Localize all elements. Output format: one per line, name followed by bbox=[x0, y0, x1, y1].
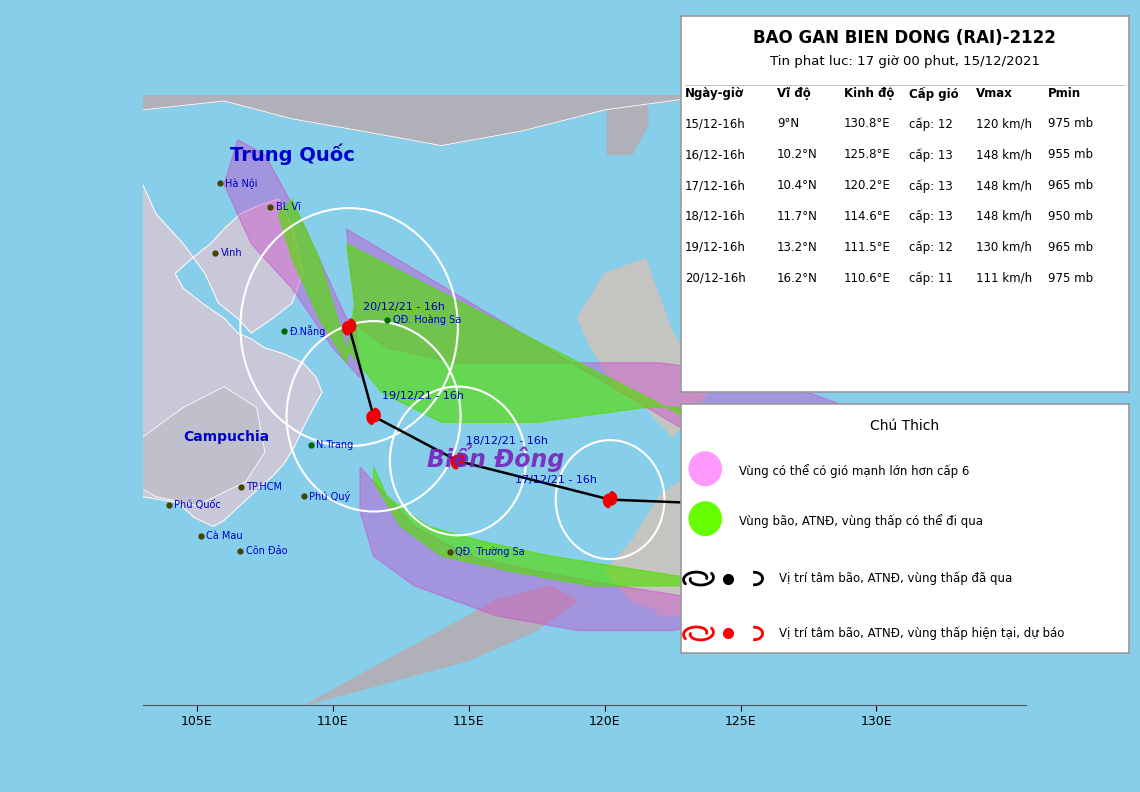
Ellipse shape bbox=[689, 451, 722, 486]
Text: 111.5°E: 111.5°E bbox=[844, 241, 891, 253]
Polygon shape bbox=[604, 467, 781, 615]
Text: 20/12-16h: 20/12-16h bbox=[685, 272, 746, 284]
Text: Cấp gió: Cấp gió bbox=[909, 87, 959, 101]
Text: 16.2°N: 16.2°N bbox=[776, 272, 817, 284]
Text: Vùng bão, ATNĐ, vùng thấp có thể đi qua: Vùng bão, ATNĐ, vùng thấp có thể đi qua bbox=[739, 514, 983, 528]
Text: Chú Thich: Chú Thich bbox=[870, 419, 939, 433]
Text: Vĩ độ: Vĩ độ bbox=[776, 87, 811, 101]
Polygon shape bbox=[60, 630, 164, 779]
Text: Vùng có thể có gió mạnh lớn hơn cấp 6: Vùng có thể có gió mạnh lớn hơn cấp 6 bbox=[739, 464, 969, 478]
Text: Hà Nội: Hà Nội bbox=[226, 178, 258, 188]
Text: 16/12-16h: 16/12-16h bbox=[685, 148, 746, 162]
Text: 18/12/21 - 16h: 18/12/21 - 16h bbox=[466, 436, 548, 446]
Text: 148 km/h: 148 km/h bbox=[976, 179, 1033, 192]
Text: 965 mb: 965 mb bbox=[1048, 241, 1093, 253]
Text: Pmin: Pmin bbox=[1048, 87, 1081, 101]
Polygon shape bbox=[578, 259, 708, 437]
Text: 950 mb: 950 mb bbox=[1048, 210, 1093, 223]
Polygon shape bbox=[121, 125, 321, 527]
Text: 10.2°N: 10.2°N bbox=[776, 148, 817, 162]
Text: 148 km/h: 148 km/h bbox=[976, 148, 1033, 162]
Text: cấp: 13: cấp: 13 bbox=[909, 210, 953, 223]
Text: 114.6°E: 114.6°E bbox=[844, 210, 891, 223]
Text: 975 mb: 975 mb bbox=[1048, 272, 1093, 284]
Text: cấp: 12: cấp: 12 bbox=[909, 241, 953, 254]
Text: 110.6°E: 110.6°E bbox=[844, 272, 891, 284]
Text: Cà Mau: Cà Mau bbox=[206, 531, 243, 541]
Text: Campuchia: Campuchia bbox=[184, 430, 269, 444]
Text: Ngày-giờ: Ngày-giờ bbox=[685, 87, 744, 101]
Polygon shape bbox=[608, 56, 649, 154]
Text: BL Vĩ: BL Vĩ bbox=[276, 202, 300, 211]
Text: 20/12/21 - 16h: 20/12/21 - 16h bbox=[363, 303, 445, 312]
Polygon shape bbox=[645, 527, 767, 630]
Text: 17/12-16h: 17/12-16h bbox=[685, 179, 746, 192]
Text: 11.7°N: 11.7°N bbox=[776, 210, 817, 223]
Polygon shape bbox=[129, 386, 264, 505]
Text: Vinh: Vinh bbox=[221, 249, 243, 258]
Polygon shape bbox=[142, 0, 1026, 146]
Polygon shape bbox=[306, 586, 578, 705]
Text: Đ.Nẵng: Đ.Nẵng bbox=[290, 325, 326, 337]
Text: Biển Đông: Biển Đông bbox=[428, 444, 564, 472]
Text: Vị trí tâm bão, ATNĐ, vùng thấp đã qua: Vị trí tâm bão, ATNĐ, vùng thấp đã qua bbox=[779, 572, 1012, 585]
Polygon shape bbox=[278, 199, 958, 586]
Text: 15/12/21 - 16h: 15/12/21 - 16h bbox=[906, 555, 988, 565]
Polygon shape bbox=[34, 185, 184, 422]
Text: 120 km/h: 120 km/h bbox=[976, 117, 1033, 131]
Text: N.Trang: N.Trang bbox=[316, 440, 353, 450]
Text: 18/12-16h: 18/12-16h bbox=[685, 210, 746, 223]
Text: 975 mb: 975 mb bbox=[1048, 117, 1093, 131]
Text: 19/12/21 - 16h: 19/12/21 - 16h bbox=[382, 391, 464, 402]
Text: 9°N: 9°N bbox=[776, 117, 799, 131]
Text: cấp: 12: cấp: 12 bbox=[909, 117, 953, 131]
Text: 125.8°E: 125.8°E bbox=[844, 148, 890, 162]
Text: Trung Quốc: Trung Quốc bbox=[229, 144, 355, 166]
Text: Kinh độ: Kinh độ bbox=[844, 87, 895, 101]
Text: Vị trí tâm bão, ATNĐ, vùng thấp hiện tại, dự báo: Vị trí tâm bão, ATNĐ, vùng thấp hiện tại… bbox=[779, 626, 1065, 640]
Text: 130.8°E: 130.8°E bbox=[844, 117, 890, 131]
Text: Phú Quốc: Phú Quốc bbox=[174, 500, 221, 510]
Text: 955 mb: 955 mb bbox=[1048, 148, 1093, 162]
Text: 17/12/21 - 16h: 17/12/21 - 16h bbox=[515, 474, 597, 485]
Text: 19/12-16h: 19/12-16h bbox=[685, 241, 746, 253]
Text: Tin phat luc: 17 giờ 00 phut, 15/12/2021: Tin phat luc: 17 giờ 00 phut, 15/12/2021 bbox=[770, 55, 1040, 68]
Text: 965 mb: 965 mb bbox=[1048, 179, 1093, 192]
Text: 16/12/21 - 16h: 16/12/21 - 16h bbox=[767, 481, 849, 491]
Text: 15/12-16h: 15/12-16h bbox=[685, 117, 746, 131]
Text: QĐ. Hoàng Sa: QĐ. Hoàng Sa bbox=[392, 314, 461, 325]
Text: cấp: 11: cấp: 11 bbox=[909, 272, 953, 285]
Text: TP.HCM: TP.HCM bbox=[246, 482, 283, 492]
Ellipse shape bbox=[689, 501, 722, 536]
Text: cấp: 13: cấp: 13 bbox=[909, 179, 953, 192]
Text: 13.2°N: 13.2°N bbox=[776, 241, 817, 253]
Text: 10.4°N: 10.4°N bbox=[776, 179, 817, 192]
Text: 148 km/h: 148 km/h bbox=[976, 210, 1033, 223]
Text: cấp: 13: cấp: 13 bbox=[909, 148, 953, 162]
Text: QĐ. Trường Sa: QĐ. Trường Sa bbox=[455, 546, 524, 557]
Text: Vmax: Vmax bbox=[976, 87, 1013, 101]
Polygon shape bbox=[225, 139, 971, 630]
Text: 130 km/h: 130 km/h bbox=[976, 241, 1032, 253]
Text: Côn Đảo: Côn Đảo bbox=[246, 546, 287, 556]
Text: 120.2°E: 120.2°E bbox=[844, 179, 891, 192]
Text: BAO GAN BIEN DONG (RAI)-2122: BAO GAN BIEN DONG (RAI)-2122 bbox=[754, 29, 1056, 47]
Text: Phú Quý: Phú Quý bbox=[309, 490, 350, 501]
Text: 111 km/h: 111 km/h bbox=[976, 272, 1033, 284]
